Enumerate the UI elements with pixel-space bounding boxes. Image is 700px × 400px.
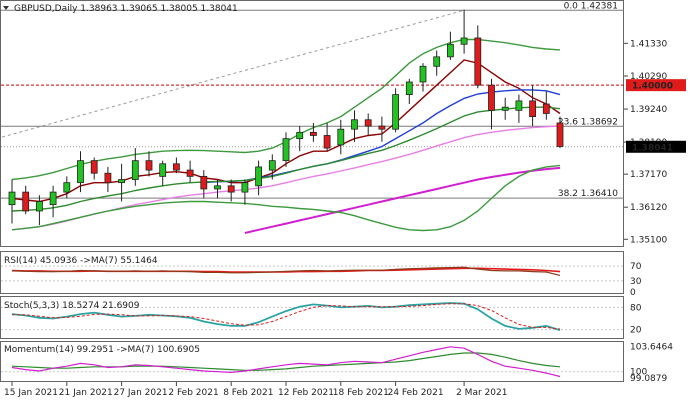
candle-body [77, 160, 84, 184]
candle-body [118, 179, 125, 184]
y-tick-label: 1.37170 [630, 170, 667, 180]
price-tag-level [626, 79, 686, 92]
candle-body [200, 175, 208, 190]
candle-body [556, 122, 564, 147]
momentum-tick-label: 100 [630, 368, 647, 378]
candle-body [364, 119, 372, 127]
x-tick-label: 2 Feb 2021 [168, 388, 218, 398]
candle-body [378, 125, 386, 130]
stoch-header: Stoch(5,3,3) 18.5274 21.6909 [4, 301, 140, 311]
axis-labels: 1.413301.402901.392401.381901.371701.361… [4, 39, 686, 398]
x-tick-label: 12 Feb 2021 [278, 388, 334, 398]
candle-body [296, 131, 304, 140]
candle-body [282, 138, 290, 162]
candle-body [268, 160, 276, 171]
price-tag-current [626, 140, 686, 153]
candle-body [255, 166, 263, 187]
candle-body [241, 182, 249, 193]
main-panel [0, 0, 624, 247]
y-tick-label: 1.41330 [630, 39, 667, 49]
fib-level-label: 0.0 1.42381 [564, 1, 618, 11]
stoch-tick-label: 80 [630, 303, 642, 313]
candle-body [131, 160, 139, 180]
candle-body [542, 103, 550, 114]
ma-line [11, 106, 561, 212]
candle-body [186, 169, 194, 177]
candle-body [227, 185, 235, 193]
x-tick-label: 2 Mar 2021 [456, 388, 507, 398]
collapse-triangle-icon[interactable] [3, 6, 9, 10]
candle-body [515, 100, 523, 111]
momentum-line [11, 346, 561, 378]
candle-body [337, 128, 345, 146]
candle-body [63, 182, 71, 193]
candle-body [446, 43, 454, 58]
rsi-tick-label: 30 [630, 277, 642, 287]
rsi-panel [0, 251, 624, 294]
y-tick-label: 1.39240 [630, 105, 667, 115]
x-tick-label: 27 Jan 2021 [114, 388, 168, 398]
candle-body [214, 185, 221, 190]
y-tick-label: 1.36120 [630, 203, 667, 213]
momentum-tick-label: 103.6464 [630, 342, 673, 352]
candle-body [419, 65, 427, 83]
candle-body [8, 191, 16, 206]
rsi-header: RSI(14) 45.0936 ->MA(7) 55.1464 [4, 256, 158, 266]
main-static-layer: 0.0 1.42381 23.6 1.38692 38.2 1.36410 [1, 1, 624, 199]
candle-body [529, 100, 536, 118]
x-tick-label: 24 Feb 2021 [388, 388, 444, 398]
candle-body [474, 37, 482, 86]
stoch-panel [0, 296, 624, 339]
momentum-panel [0, 341, 624, 382]
sub-indicators [1, 265, 624, 378]
candle-body [405, 81, 413, 95]
candle-body [159, 163, 167, 177]
candle-body [49, 191, 57, 206]
trend-line [1, 9, 465, 138]
candle-body [460, 37, 468, 45]
stoch-tick-label: 20 [630, 326, 642, 336]
rsi-tick-label: 0 [630, 288, 636, 298]
x-tick-label: 8 Feb 2021 [223, 388, 273, 398]
momentum-header: Momentum(14) 99.2951 ->MA(7) 100.6905 [4, 345, 200, 355]
fib-level-label: 23.6 1.38692 [558, 117, 618, 127]
candle-body [172, 163, 180, 171]
x-tick-label: 15 Jan 2021 [4, 388, 58, 398]
y-tick-label: 1.35100 [630, 235, 667, 245]
candle-body [104, 172, 112, 184]
price-tag-level-text: 1.40000 [632, 82, 673, 92]
candle-body [433, 56, 441, 67]
candle-body [323, 135, 331, 149]
candle-body [488, 84, 495, 111]
candles [8, 9, 564, 226]
ma-line [11, 164, 561, 232]
rsi-tick-label: 70 [630, 262, 642, 272]
candle-body [501, 106, 509, 111]
candle-body [351, 119, 358, 130]
price-tag-current-text: 1.38041 [632, 143, 673, 153]
candle-body [309, 131, 317, 136]
x-tick-label: 18 Feb 2021 [333, 388, 389, 398]
y-tick-label: 1.40290 [630, 72, 667, 82]
fib-level-label: 38.2 1.36410 [558, 189, 618, 199]
candle-body [392, 94, 400, 130]
main-header: GBPUSD,Daily 1.38963 1.39065 1.38005 1.3… [14, 4, 238, 14]
candle-body [90, 160, 98, 174]
stoch-d-line [12, 303, 561, 330]
candle-body [145, 160, 153, 171]
candle-body [22, 191, 30, 212]
x-tick-label: 21 Jan 2021 [59, 388, 113, 398]
rsi-line [11, 266, 561, 276]
momentum-tick-label: 99.0879 [630, 374, 667, 384]
candle-body [36, 201, 43, 212]
ma-line [244, 166, 561, 234]
